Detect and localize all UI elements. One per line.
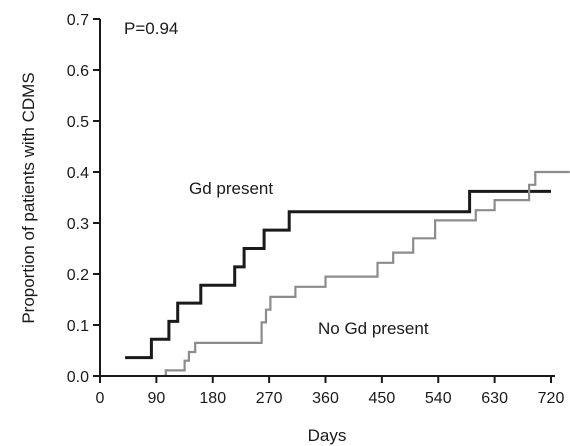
y-tick-label: 0.6 <box>67 63 89 80</box>
pvalue-annotation: P=0.94 <box>124 19 178 38</box>
x-tick-label: 630 <box>481 390 508 407</box>
x-tick-label: 90 <box>147 390 165 407</box>
x-tick-label: 720 <box>538 390 565 407</box>
x-tick-label: 270 <box>256 390 283 407</box>
y-tick-label: 0.0 <box>67 369 89 386</box>
gd-present-label: Gd present <box>189 179 273 198</box>
y-tick-label: 0.1 <box>67 318 89 335</box>
y-tick-label: 0.2 <box>67 267 89 284</box>
no-gd-present-label: No Gd present <box>318 319 429 338</box>
x-tick-label: 540 <box>425 390 452 407</box>
x-tick-label: 0 <box>96 390 105 407</box>
y-tick-label: 0.3 <box>67 216 89 233</box>
y-tick-label: 0.5 <box>67 114 89 131</box>
x-tick-label: 180 <box>199 390 226 407</box>
y-axis-title: Proportion of patients with CDMS <box>19 72 38 323</box>
series-line-no-gd-present <box>162 170 570 377</box>
y-tick-label: 0.4 <box>67 165 89 182</box>
x-axis-title: Days <box>308 426 347 445</box>
plot-area <box>125 170 570 377</box>
x-tick-label: 360 <box>312 390 339 407</box>
series-line-gd-present <box>125 189 551 360</box>
x-tick-label: 450 <box>369 390 396 407</box>
y-tick-label: 0.7 <box>67 12 89 29</box>
axes: 0.0 0.1 0.2 0.3 0.4 0.5 0.6 0.7 0 90 180 270 360 450 5… <box>67 12 565 407</box>
